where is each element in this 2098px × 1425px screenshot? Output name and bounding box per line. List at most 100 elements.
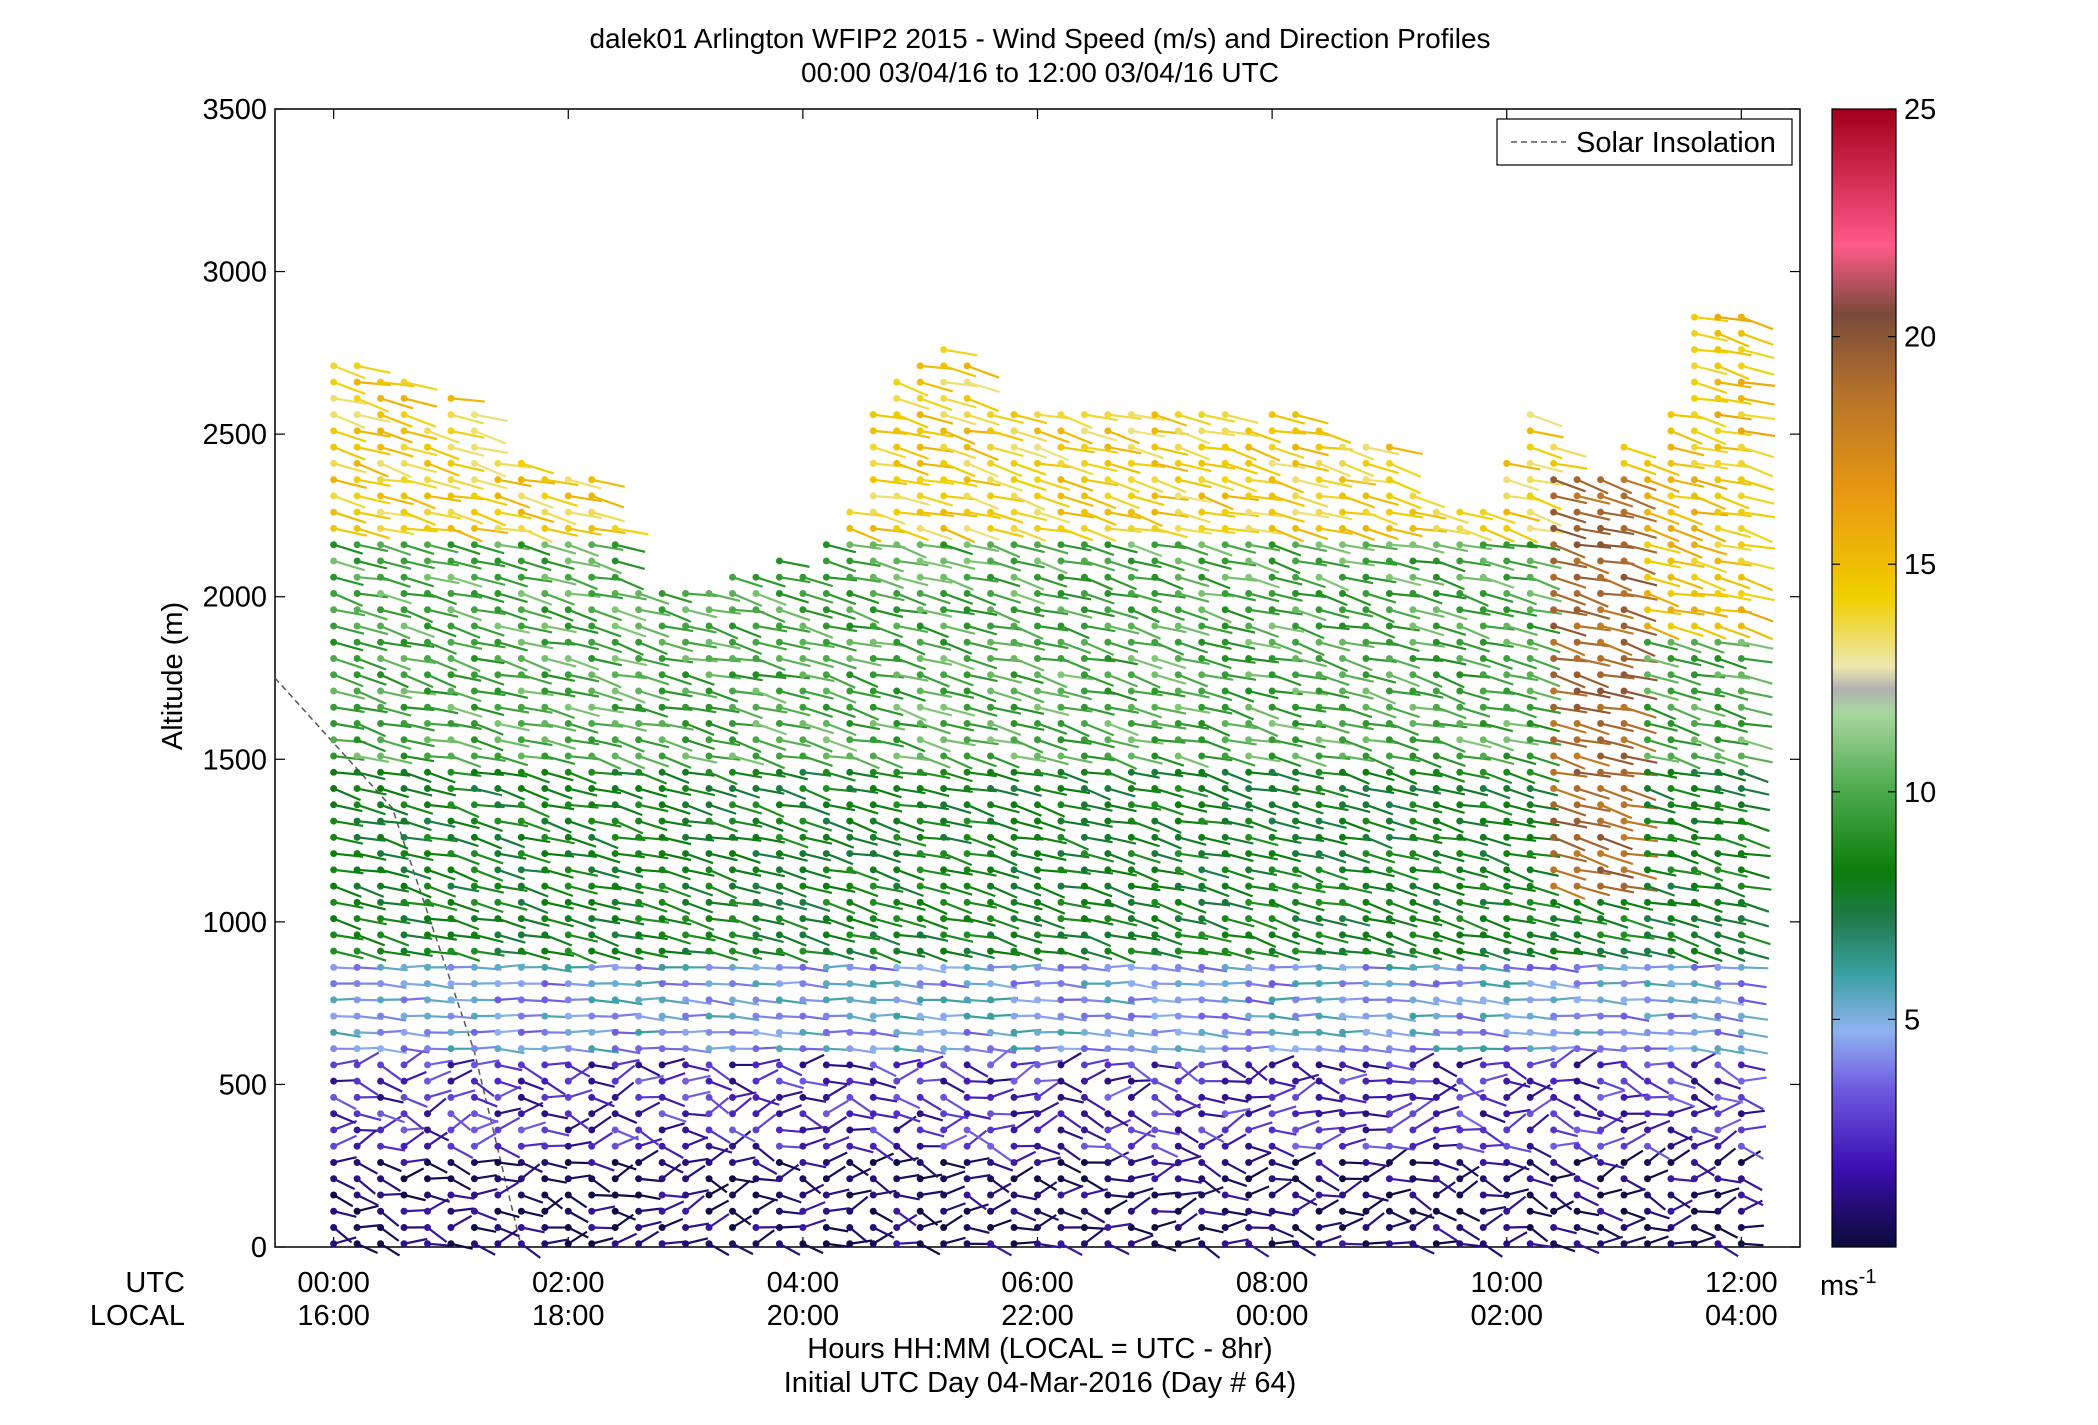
wind-barb-shaft <box>474 1188 498 1197</box>
wind-barb-shaft <box>356 429 391 438</box>
wind-barb-head <box>470 622 478 630</box>
wind-barb <box>1080 1068 1107 1085</box>
wind-barb <box>940 362 977 378</box>
wind-barb-head <box>963 638 971 646</box>
wind-barb <box>330 443 366 461</box>
wind-barb <box>400 1131 425 1150</box>
wind-barb-head <box>1034 524 1041 532</box>
wind-barb <box>353 687 387 705</box>
wind-barb-head <box>705 833 713 841</box>
wind-barb <box>987 1198 1012 1215</box>
wind-barb-head <box>682 622 690 630</box>
wind-barb-head <box>353 947 361 955</box>
wind-barb-head <box>541 1028 549 1036</box>
wind-barb <box>517 785 550 801</box>
wind-barb-shaft <box>380 982 407 989</box>
wind-barb-head <box>869 1061 877 1069</box>
wind-barb-shaft <box>638 917 670 924</box>
wind-barb-head <box>987 947 995 955</box>
wind-barb <box>635 1149 659 1166</box>
wind-barb-head <box>447 801 455 809</box>
wind-barb-head <box>822 915 830 923</box>
wind-barb-head <box>658 720 666 728</box>
wind-barb-head <box>799 850 807 858</box>
wind-barb-shaft <box>520 1161 543 1174</box>
wind-barb <box>541 573 577 586</box>
wind-barb <box>494 476 532 488</box>
wind-barb-shaft <box>333 885 362 898</box>
wind-barb <box>447 1089 476 1101</box>
wind-barb-head <box>729 817 736 825</box>
wind-barb-head <box>564 963 572 971</box>
wind-barb-shaft <box>638 1177 662 1183</box>
wind-barb-shaft <box>474 868 504 882</box>
wind-barb <box>611 1058 640 1069</box>
wind-barb-head <box>658 817 666 825</box>
wind-barb-head <box>1104 980 1112 988</box>
wind-barb <box>494 1085 522 1101</box>
wind-barb-head <box>916 1093 924 1101</box>
wind-barb <box>330 589 363 607</box>
wind-barb <box>330 573 364 587</box>
wind-barb-head <box>963 362 971 370</box>
wind-barb-head <box>447 687 455 695</box>
wind-barb-head <box>1080 866 1088 874</box>
wind-barb-head <box>775 671 783 679</box>
wind-barb-head <box>1080 1126 1088 1134</box>
wind-barb-head <box>588 638 596 646</box>
wind-barb-shaft <box>544 803 575 811</box>
wind-barb-shaft <box>520 1193 544 1204</box>
wind-barb-head <box>1057 963 1065 971</box>
wind-barb-shaft <box>497 592 528 604</box>
wind-barb-head <box>494 541 502 549</box>
wind-barb-shaft <box>544 820 572 834</box>
wind-barb-shaft <box>450 1207 475 1213</box>
wind-barb-shaft <box>474 446 509 455</box>
wind-barb-head <box>517 1207 525 1215</box>
wind-barb-head <box>1010 996 1018 1004</box>
wind-barb-head <box>517 915 525 923</box>
wind-barb-head <box>869 1012 877 1020</box>
wind-barb <box>517 947 551 961</box>
wind-barb <box>588 947 621 961</box>
wind-barb-head <box>1057 947 1065 955</box>
wind-barb <box>822 1084 848 1101</box>
wind-barb-shaft <box>826 1188 850 1197</box>
wind-barb-head <box>1080 931 1088 939</box>
wind-barb-head <box>658 736 666 744</box>
wind-barb-shaft <box>638 803 669 813</box>
wind-barb-head <box>564 915 572 923</box>
wind-barb <box>658 1072 686 1085</box>
wind-barb <box>424 703 459 715</box>
wind-barb-head <box>611 1175 619 1183</box>
wind-barb-head <box>893 850 901 858</box>
wind-barb <box>330 947 364 960</box>
wind-barb-shaft <box>638 1220 662 1229</box>
wind-barb <box>916 1158 939 1179</box>
wind-barb-head <box>424 476 431 484</box>
wind-barb <box>1104 1222 1132 1231</box>
wind-barb <box>447 720 482 731</box>
wind-barb-shaft <box>520 885 549 898</box>
wind-barb-head <box>330 1093 338 1101</box>
wind-barb-shaft <box>497 771 528 778</box>
wind-barb <box>564 476 602 490</box>
wind-barb <box>424 720 460 728</box>
wind-barb-shaft <box>731 1080 754 1094</box>
wind-barb-shaft <box>1060 1080 1083 1094</box>
wind-barb-shaft <box>357 1224 380 1229</box>
wind-barb-head <box>611 866 619 874</box>
wind-barb <box>424 1223 448 1243</box>
wind-barb <box>775 1077 804 1090</box>
wind-barb-shaft <box>497 1161 521 1167</box>
wind-barb-head <box>846 947 854 955</box>
wind-barb-shaft <box>333 836 364 845</box>
wind-barb-shaft <box>708 1064 730 1081</box>
wind-barb <box>330 459 367 474</box>
wind-barb-head <box>869 622 877 630</box>
wind-barb-head <box>1057 1077 1065 1085</box>
wind-barb-head <box>682 1077 690 1085</box>
wind-barb-head <box>1057 476 1065 484</box>
wind-barb-shaft <box>567 722 599 734</box>
wind-barb-head <box>775 1126 783 1134</box>
